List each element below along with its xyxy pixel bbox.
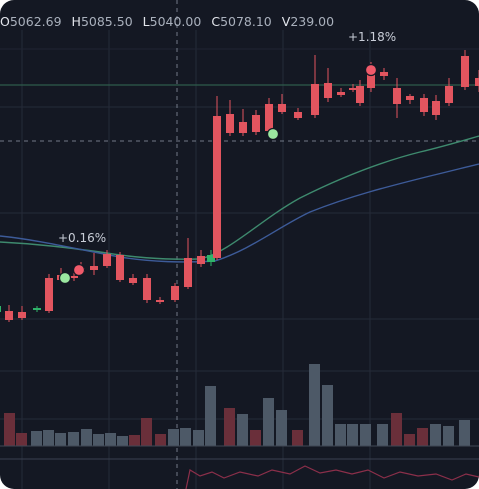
volume-bar bbox=[430, 424, 441, 446]
candle bbox=[184, 258, 192, 287]
volume-bar bbox=[117, 436, 128, 446]
candle bbox=[18, 312, 26, 318]
candle bbox=[356, 86, 364, 103]
volume-bar bbox=[31, 431, 42, 446]
volume-bar bbox=[276, 410, 287, 446]
candle bbox=[367, 70, 375, 88]
candle bbox=[45, 278, 53, 311]
candle bbox=[129, 278, 137, 283]
candle bbox=[143, 278, 151, 300]
candle bbox=[226, 114, 234, 133]
volume-bar bbox=[237, 414, 248, 446]
volume-bar bbox=[105, 433, 116, 446]
volume-bar bbox=[93, 434, 104, 446]
candle bbox=[0, 306, 1, 312]
sell-marker bbox=[364, 63, 378, 77]
indicator-line bbox=[185, 465, 479, 489]
candle bbox=[33, 308, 41, 310]
candle bbox=[445, 86, 453, 103]
volume-bar bbox=[168, 429, 179, 446]
high-readout: H5085.50 bbox=[71, 14, 133, 29]
candle bbox=[380, 72, 388, 76]
volume-bar bbox=[443, 426, 454, 446]
volume-bar bbox=[417, 428, 428, 446]
candle bbox=[278, 104, 286, 112]
percent-annotation: +1.18% bbox=[348, 30, 396, 44]
volume-bar bbox=[459, 420, 470, 446]
volume-bar bbox=[347, 424, 358, 446]
candle bbox=[90, 266, 98, 270]
volume-bar bbox=[193, 430, 204, 446]
candle bbox=[432, 101, 440, 115]
buy-marker bbox=[266, 127, 280, 141]
volume-bar bbox=[377, 424, 388, 446]
volume-bar bbox=[404, 434, 415, 446]
candle bbox=[116, 255, 124, 280]
volume-bar bbox=[16, 433, 27, 446]
volume-bar bbox=[224, 408, 235, 446]
volume-bar bbox=[129, 435, 140, 446]
volume-bar bbox=[263, 398, 274, 446]
candle bbox=[461, 56, 469, 87]
volume-bar bbox=[180, 428, 191, 446]
candle bbox=[420, 98, 428, 112]
buy-marker bbox=[58, 271, 72, 285]
volume-bar bbox=[68, 432, 79, 446]
candle bbox=[324, 83, 332, 98]
candle bbox=[213, 116, 221, 258]
candle bbox=[103, 254, 111, 266]
candle bbox=[406, 96, 414, 100]
volume-bar bbox=[250, 430, 261, 446]
open-readout: O5062.69 bbox=[0, 14, 62, 29]
candle bbox=[311, 84, 319, 115]
volume-bar bbox=[309, 364, 320, 446]
sell-marker bbox=[72, 263, 86, 277]
volume-bar bbox=[4, 413, 15, 446]
volume-bar bbox=[155, 434, 166, 446]
ohlcv-legend: O5062.69 H5085.50 L5040.00 C5078.10 V239… bbox=[0, 14, 334, 34]
candle bbox=[197, 256, 205, 264]
volume-bar bbox=[55, 433, 66, 446]
volume-bar bbox=[81, 429, 92, 446]
candle bbox=[5, 311, 13, 320]
volume-bar bbox=[322, 385, 333, 446]
candle bbox=[337, 92, 345, 95]
candle bbox=[239, 122, 247, 133]
low-readout: L5040.00 bbox=[142, 14, 202, 29]
candle bbox=[207, 255, 215, 262]
percent-annotation: +0.16% bbox=[58, 231, 106, 245]
volume-readout: V239.00 bbox=[281, 14, 335, 29]
candle bbox=[393, 88, 401, 104]
candle bbox=[70, 276, 78, 278]
volume-bar bbox=[205, 386, 216, 446]
volume-bar bbox=[391, 413, 402, 446]
volume-bar bbox=[292, 430, 303, 446]
candle bbox=[156, 300, 164, 302]
candle bbox=[252, 115, 260, 132]
candle bbox=[475, 78, 479, 86]
volume-bar bbox=[141, 418, 152, 446]
moving-average-slow bbox=[0, 163, 479, 263]
candle bbox=[171, 286, 179, 300]
candle bbox=[294, 112, 302, 118]
volume-bar bbox=[43, 430, 54, 446]
volume-bar bbox=[335, 424, 346, 446]
candle bbox=[265, 104, 273, 131]
volume-bar bbox=[360, 424, 371, 446]
close-readout: C5078.10 bbox=[211, 14, 272, 29]
candle bbox=[349, 88, 357, 90]
